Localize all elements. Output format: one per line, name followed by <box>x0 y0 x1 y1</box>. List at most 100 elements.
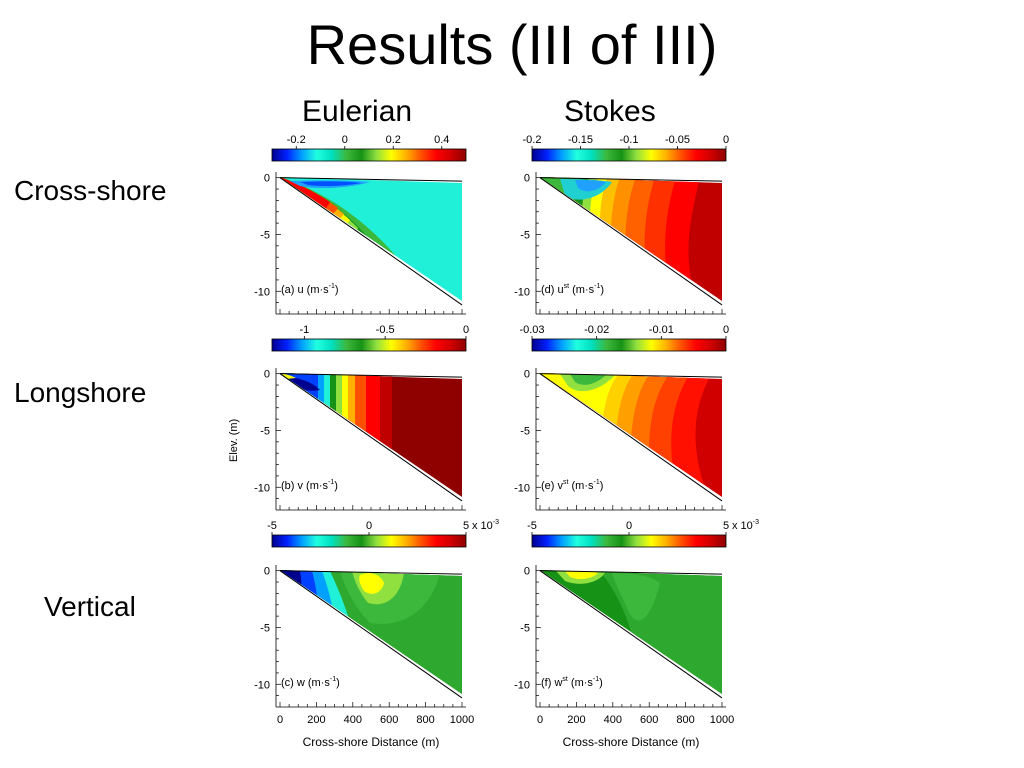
row-label-cross-shore: Cross-shore <box>14 175 167 206</box>
colorbar-tick-label: 0 <box>723 134 729 146</box>
colorbar-tick-label: -0.2 <box>523 134 542 146</box>
colorbar-layer: -0.2 0 0.2 0.4 -0.2 -0.15 -0.1 -0.05 0-1 -0.5 0 -0.… <box>267 134 759 548</box>
panel-label-e: (e) vst (m·s-1) <box>541 479 603 492</box>
colorbar-tick-label: 0 <box>366 520 372 532</box>
colorbar-tick-label: -0.02 <box>584 324 609 336</box>
axes-panel-d: 0 -5 -10 <box>514 172 726 315</box>
x-tick-label: 200 <box>307 714 325 726</box>
colorbar-tick-label: -0.5 <box>376 324 395 336</box>
y-axis-label: Elev. (m) <box>228 419 240 462</box>
y-tick-label: -5 <box>520 425 530 437</box>
y-tick-label: -10 <box>514 286 530 298</box>
colorbar-tick-label: 5 <box>463 520 469 532</box>
colorbar-wst-bar <box>531 534 727 548</box>
x-axis-label-left: Cross-shore Distance (m) <box>303 735 440 749</box>
colorbar-u: -0.2 0 0.2 0.4 <box>271 134 467 162</box>
x-tick-label: 600 <box>380 714 398 726</box>
y-tick-label: 0 <box>524 369 530 381</box>
colorbar-tick-label: -1 <box>299 324 309 336</box>
colorbar-tick-label: 0.2 <box>386 134 401 146</box>
y-tick-label: 0 <box>264 173 270 185</box>
colorbar-vst-bar <box>531 338 727 352</box>
panel-label-a: (a) u (m·s-1) <box>281 283 339 296</box>
colorbar-v: -1 -0.5 0 <box>271 324 469 352</box>
colorbar-w: -5 0 5 x 10-3 <box>267 519 499 548</box>
column-header-stokes: Stokes <box>564 95 656 128</box>
colorbar-tick-label: -0.05 <box>665 134 690 146</box>
x-tick-label: 600 <box>640 714 658 726</box>
colorbar-v-bar <box>271 338 467 352</box>
x-tick-label: 800 <box>416 714 434 726</box>
colorbar-tick-label: 0 <box>626 520 632 532</box>
axes-layer: 0-5-100-5-100-5-100-5-100-5-100 200 400 600… <box>254 172 734 726</box>
svg-text:(e) vst (m·s-1): (e) vst (m·s-1) <box>541 479 603 492</box>
axes-panel-c: 0 -5 -10 0 200 400 600 800 1000 <box>254 565 474 726</box>
seabed-line <box>539 570 723 699</box>
panel-label-b: (b) v (m·s-1) <box>281 479 338 492</box>
y-tick-label: -5 <box>260 229 270 241</box>
colorbar-u-bar <box>271 148 467 162</box>
colorbar-tick-label: 0 <box>723 324 729 336</box>
surface-line <box>539 177 723 182</box>
y-tick-label: -5 <box>520 622 530 634</box>
x-tick-label: 400 <box>604 714 622 726</box>
svg-text:(f) wst (m·s-1): (f) wst (m·s-1) <box>541 676 603 689</box>
panel-label-d: (d) ust (m·s-1) <box>541 283 604 296</box>
colorbar-tick-label: 0 <box>463 324 469 336</box>
y-tick-label: -5 <box>520 229 530 241</box>
x-tick-label: 800 <box>676 714 694 726</box>
seabed-line <box>279 373 463 502</box>
colorbar-tick-label: -0.2 <box>287 134 306 146</box>
y-tick-label: -5 <box>260 622 270 634</box>
svg-text:(c) w (m·s-1): (c) w (m·s-1) <box>281 676 340 689</box>
colorbar-tick-label: -5 <box>267 520 277 532</box>
colorbar-tick-label: 0.4 <box>434 134 449 146</box>
axes-panel-f: 0 -5 -10 0 200 400 600 800 1000 <box>514 565 734 726</box>
colorbar-tick-label: -0.03 <box>519 324 544 336</box>
svg-text:(b) v (m·s-1): (b) v (m·s-1) <box>281 479 338 492</box>
panel-label-c: (c) w (m·s-1) <box>281 676 340 689</box>
surface-line <box>539 373 723 378</box>
surface-line <box>279 570 463 575</box>
y-tick-label: 0 <box>264 369 270 381</box>
y-tick-label: -10 <box>254 482 270 494</box>
colorbar-vst: -0.03 -0.02 -0.01 0 <box>519 324 729 352</box>
x-axis-label-right: Cross-shore Distance (m) <box>563 735 700 749</box>
colorbar-tick-label: -0.1 <box>620 134 639 146</box>
column-header-eulerian: Eulerian <box>302 95 413 128</box>
surface-line <box>279 177 463 182</box>
y-tick-label: -10 <box>514 482 530 494</box>
slide-title: Results (III of III) <box>306 13 718 76</box>
y-tick-label: -10 <box>254 286 270 298</box>
colorbar-tick-label: -0.01 <box>649 324 674 336</box>
x-tick-label: 400 <box>344 714 362 726</box>
x-tick-label: 1000 <box>450 714 474 726</box>
seabed-line <box>279 570 463 699</box>
y-tick-label: 0 <box>524 173 530 185</box>
surface-line <box>279 373 463 378</box>
colorbar-tick-label: 5 <box>723 520 729 532</box>
x-tick-label: 1000 <box>710 714 734 726</box>
y-tick-label: -10 <box>254 679 270 691</box>
x-tick-label: 0 <box>537 714 543 726</box>
colorbar-wst: -5 0 5 x 10-3 <box>527 519 759 548</box>
svg-text:(d) ust (m·s-1): (d) ust (m·s-1) <box>541 283 604 296</box>
y-tick-label: 0 <box>264 566 270 578</box>
colorbar-exponent: x 10-3 <box>472 519 499 532</box>
colorbar-w-bar <box>271 534 467 548</box>
row-label-longshore: Longshore <box>14 377 147 408</box>
svg-text:(a) u (m·s-1): (a) u (m·s-1) <box>281 283 339 296</box>
x-tick-label: 200 <box>567 714 585 726</box>
x-tick-label: 0 <box>277 714 283 726</box>
y-tick-label: -10 <box>514 679 530 691</box>
y-tick-label: 0 <box>524 566 530 578</box>
colorbar-tick-label: -5 <box>527 520 537 532</box>
row-label-vertical: Vertical <box>44 591 136 622</box>
panel-label-f: (f) wst (m·s-1) <box>541 676 603 689</box>
axes-panel-a: 0 -5 -10 <box>254 172 466 315</box>
seabed-line <box>279 177 463 306</box>
colorbar-ust-bar <box>531 148 727 162</box>
axes-panel-b: 0 -5 -10 <box>254 368 466 511</box>
colorbar-exponent: x 10-3 <box>732 519 759 532</box>
